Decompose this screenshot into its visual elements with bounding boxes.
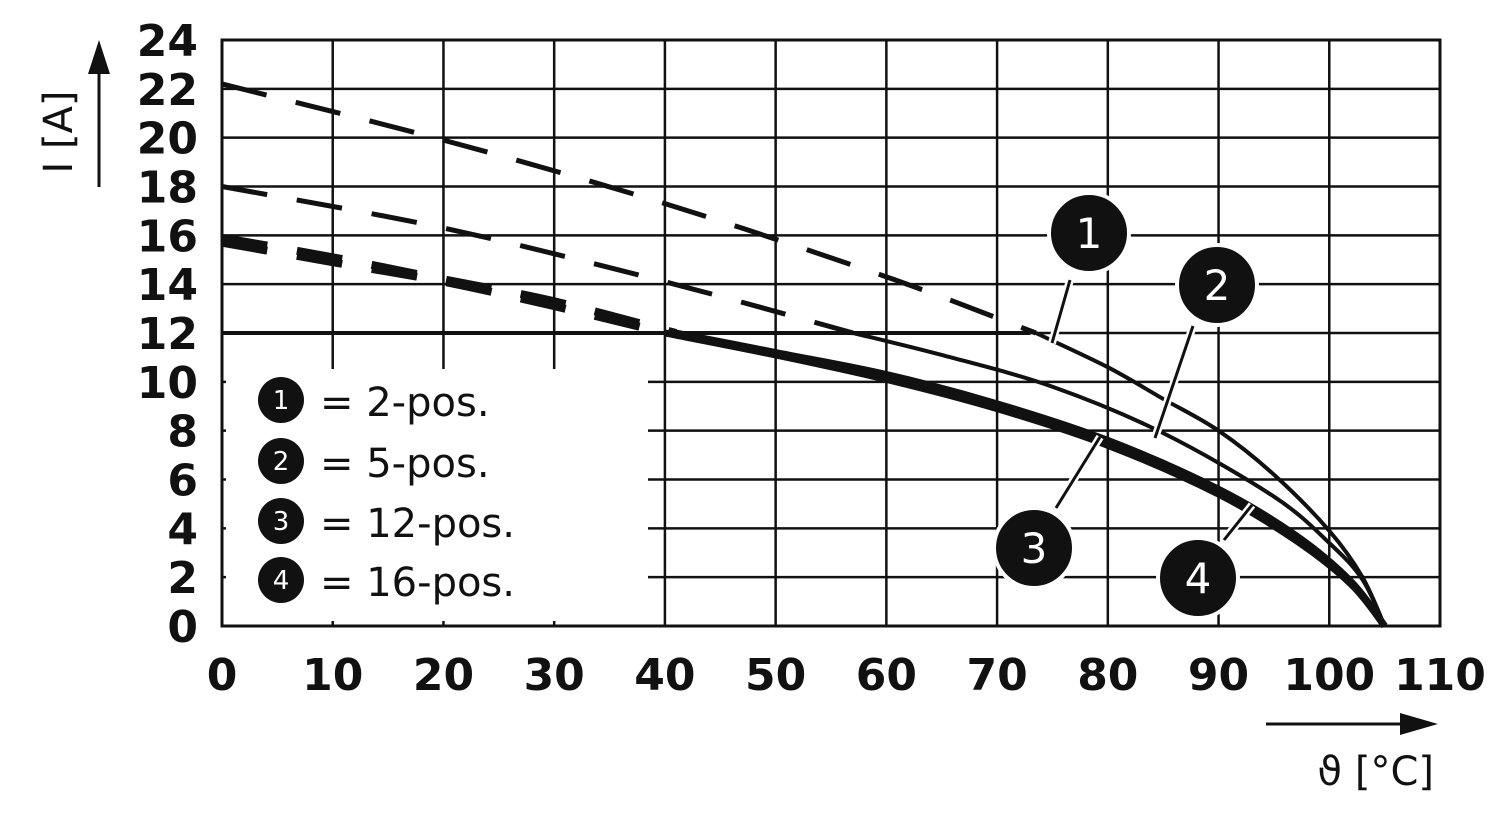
y-tick-label: 18 xyxy=(137,163,198,214)
callout-1-leader-line xyxy=(1050,279,1072,344)
legend-badge xyxy=(258,498,304,544)
callout-1-badge xyxy=(1047,191,1131,275)
x-tick-label: 60 xyxy=(856,650,917,701)
axes xyxy=(220,38,1442,628)
y-tick-label: 6 xyxy=(167,456,198,507)
tick-labels: 0 10 20 30 40 50 60 70 80 90 100 110024681012141618… xyxy=(137,16,1486,701)
series-2-dashed xyxy=(221,184,854,336)
y-tick-label: 10 xyxy=(137,358,198,409)
y-tick-label: 12 xyxy=(137,309,198,360)
y-tick-label: 8 xyxy=(167,407,198,458)
y-axis-title: I [A] xyxy=(36,40,110,187)
callout-2-number: 2 xyxy=(1204,261,1231,310)
legend-entry-text: = 2-pos. xyxy=(320,380,490,426)
x-axis-label: ϑ [°C] xyxy=(1317,749,1434,795)
callout-3-badge xyxy=(992,506,1076,590)
legend-entry-text: = 12-pos. xyxy=(320,501,515,547)
y-tick-label: 2 xyxy=(167,553,198,604)
series-3-dashed xyxy=(221,233,677,337)
series-2-solid xyxy=(852,331,1387,627)
x-tick-label: 0 xyxy=(207,650,238,701)
x-tick-label: 50 xyxy=(745,650,806,701)
callout-3-number: 3 xyxy=(1021,524,1048,573)
legend-entry-text: = 16-pos. xyxy=(320,560,515,606)
x-tick-label: 90 xyxy=(1188,650,1249,701)
y-tick-label: 24 xyxy=(137,16,198,67)
y-axis-label: I [A] xyxy=(36,90,82,173)
callout-4-badge xyxy=(1156,536,1240,620)
callout-2-badge xyxy=(1175,243,1259,327)
legend: 1 = 2-pos. 2 = 5-pos. 3 = 12-pos. 4 = 16-pos. xyxy=(258,377,515,606)
x-axis-arrow-head xyxy=(1400,713,1438,735)
legend-badge-number: 3 xyxy=(273,507,290,537)
x-tick-label: 80 xyxy=(1077,650,1138,701)
legend-badge-number: 4 xyxy=(273,566,290,596)
plot-frame xyxy=(220,38,1442,628)
series-lines xyxy=(221,81,1388,629)
legend-badge-number: 1 xyxy=(273,386,290,416)
y-tick-label: 22 xyxy=(137,65,198,116)
x-tick-label: 100 xyxy=(1283,650,1375,701)
x-tick-label: 110 xyxy=(1394,650,1486,701)
legend-badge xyxy=(258,377,304,423)
callout-2-leader-line xyxy=(1153,325,1195,439)
series-1-solid xyxy=(1034,331,1387,627)
x-tick-label: 10 xyxy=(302,650,363,701)
y-tick-label: 4 xyxy=(167,504,198,555)
callout-4-leader-line xyxy=(1222,504,1254,541)
series-4-solid xyxy=(664,329,1388,629)
legend-entry-text: = 5-pos. xyxy=(320,441,490,487)
series-1-dashed xyxy=(221,81,1037,336)
legend-badge xyxy=(258,557,304,603)
legend-badge xyxy=(258,438,304,484)
x-tick-label: 20 xyxy=(413,650,474,701)
y-tick-label: 0 xyxy=(167,602,198,653)
callout-1-number: 1 xyxy=(1076,209,1103,258)
x-tick-label: 70 xyxy=(966,650,1027,701)
x-tick-label: 40 xyxy=(634,650,695,701)
x-axis-title: ϑ [°C] xyxy=(1266,713,1438,795)
y-axis-arrow-head xyxy=(88,40,110,74)
callouts: 1 2 3 4 xyxy=(992,191,1259,620)
y-tick-label: 16 xyxy=(137,211,198,262)
callout-3-leader-line xyxy=(1054,436,1102,509)
x-tick-label: 30 xyxy=(524,650,585,701)
legend-badge-number: 2 xyxy=(273,447,290,477)
callout-4-number: 4 xyxy=(1185,554,1212,603)
y-tick-label: 20 xyxy=(137,114,198,165)
y-tick-label: 14 xyxy=(137,260,198,311)
